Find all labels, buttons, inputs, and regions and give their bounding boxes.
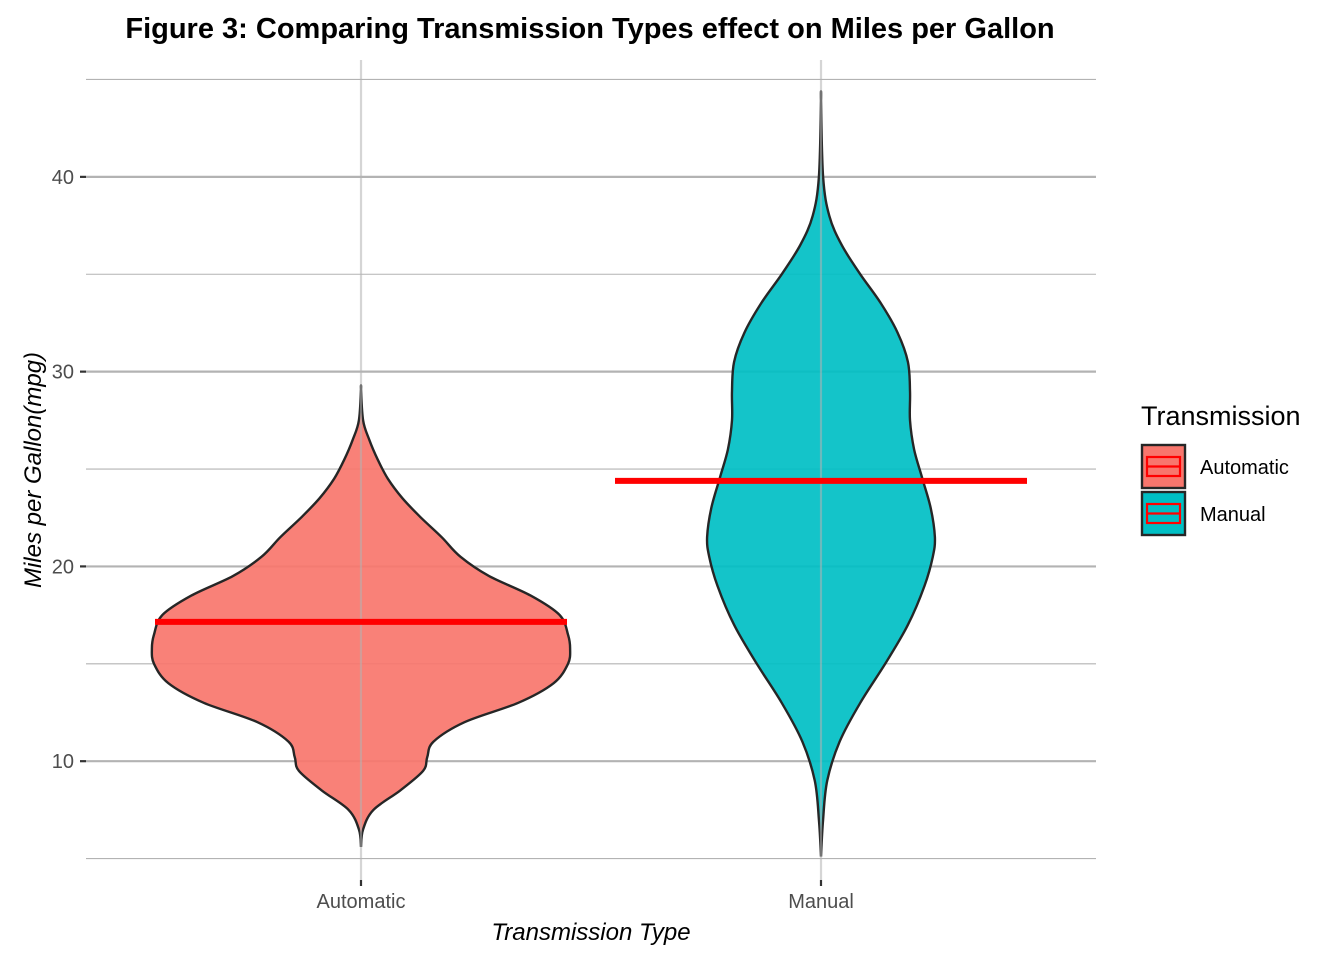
y-tick-label: 40 <box>52 167 74 189</box>
x-axis-title: Transmission Type <box>491 919 690 946</box>
legend-label-manual: Manual <box>1200 504 1266 526</box>
legend-title: Transmission <box>1141 401 1301 431</box>
legend-label-automatic: Automatic <box>1200 457 1289 479</box>
grid <box>86 78 1096 860</box>
y-axis-title: Miles per Gallon(mpg) <box>20 352 47 588</box>
mean-lines <box>155 477 1027 625</box>
vertical-grid <box>359 60 823 880</box>
y-tick-label: 20 <box>52 556 74 578</box>
x-tick-label: Manual <box>788 891 854 913</box>
x-tick-label: Automatic <box>317 891 406 913</box>
chart-title: Figure 3: Comparing Transmission Types e… <box>125 13 1054 45</box>
y-tick-label: 10 <box>52 751 74 773</box>
y-tick-label: 30 <box>52 362 74 384</box>
violins <box>150 90 937 857</box>
legend: Transmission Automatic Manual <box>1140 401 1301 537</box>
axes: 10 20 30 40 Automatic Manual <box>52 167 854 913</box>
